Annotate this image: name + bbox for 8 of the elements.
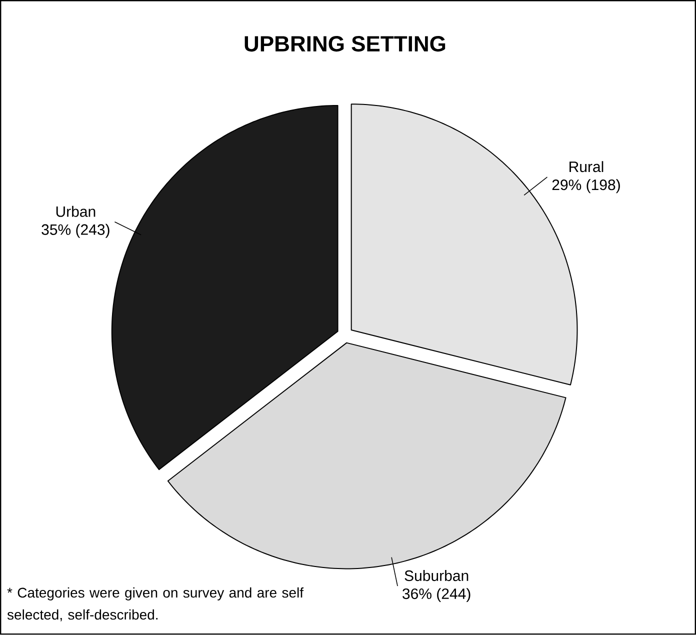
- slice-label: Rural: [570, 161, 604, 172]
- slice-label: Suburban: [404, 570, 468, 582]
- chart-title: UPBRING SETTING: [244, 36, 446, 52]
- data-label: 36% (244): [402, 588, 470, 602]
- data-label: 29% (198): [552, 179, 620, 194]
- slice-label: Urban: [56, 206, 96, 218]
- text: * Categories were given on survey and are self selected, self-described.: [7, 588, 304, 622]
- data-label: 35% (243): [42, 224, 110, 238]
